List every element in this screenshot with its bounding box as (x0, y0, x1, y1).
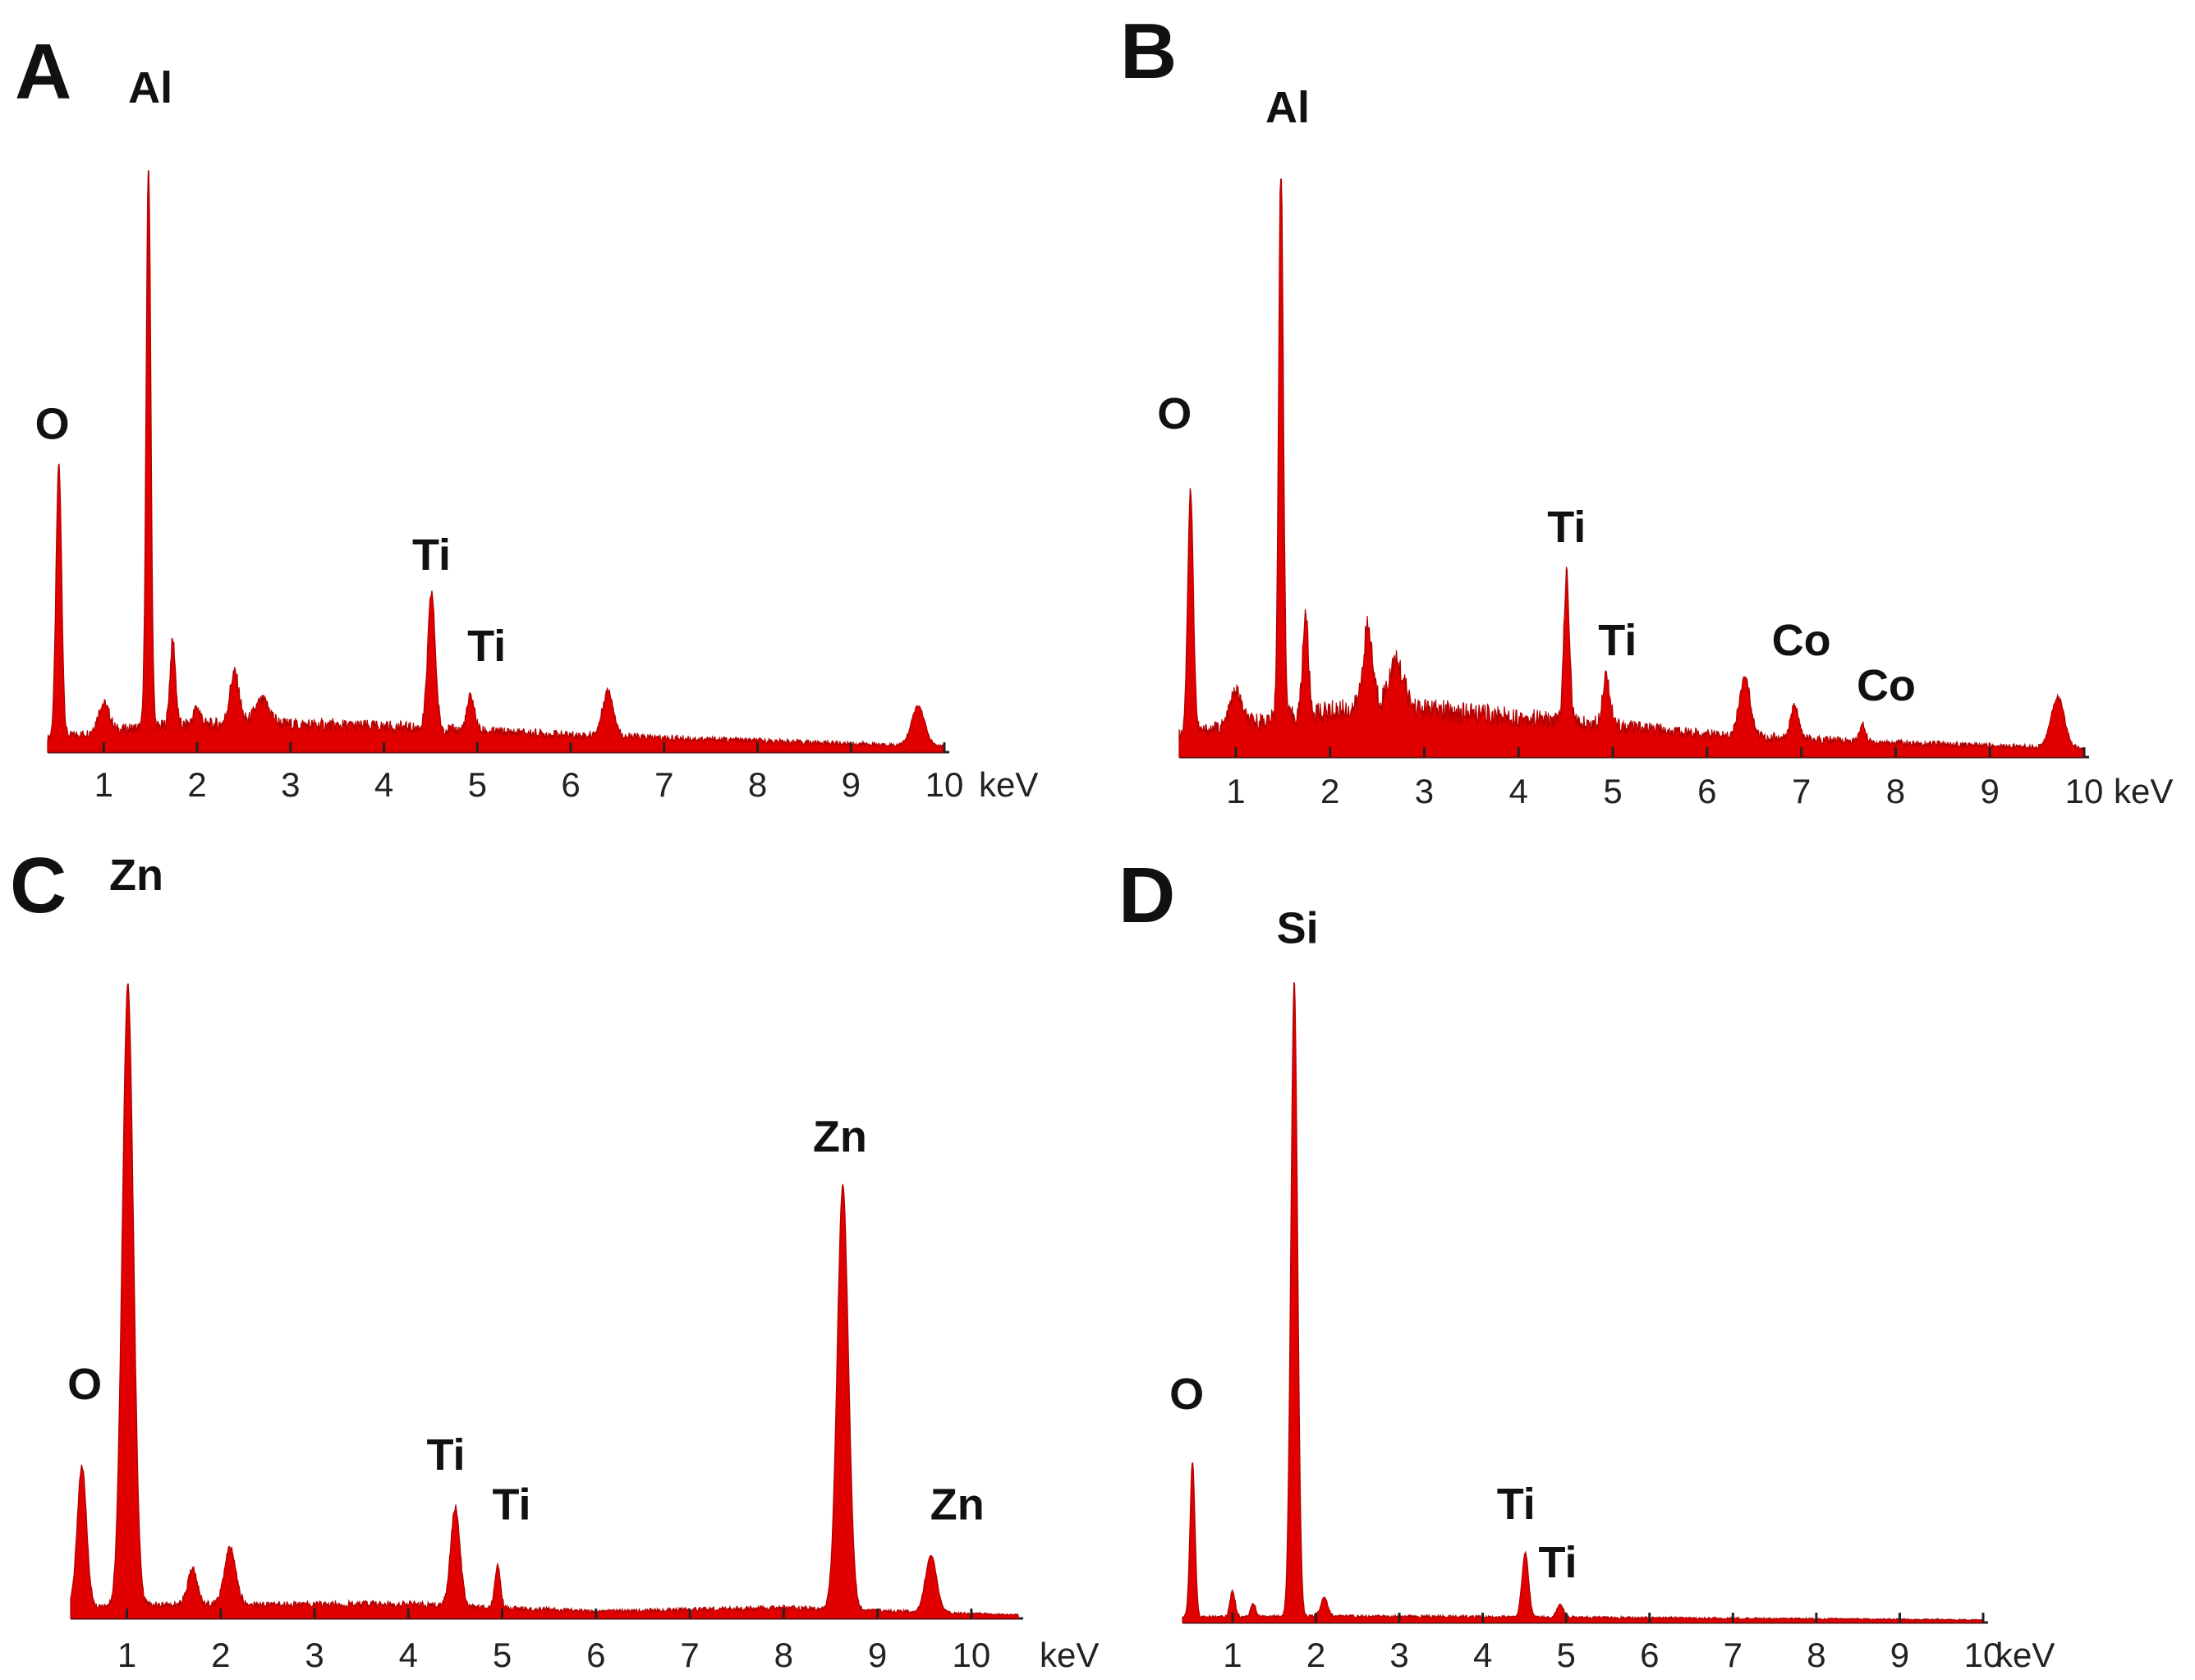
x-tick-label: 6 (586, 1636, 605, 1674)
element-label: Zn (109, 851, 163, 900)
x-tick-label: 6 (561, 765, 580, 804)
element-label: Al (1265, 83, 1310, 132)
element-label: Ti (493, 1480, 531, 1529)
element-label: Zn (813, 1113, 867, 1162)
x-tick-label: 3 (1389, 1636, 1408, 1674)
x-unit-label: keV (1040, 1636, 1099, 1674)
x-unit-label: keV (1995, 1636, 2055, 1674)
element-label: Co (1772, 616, 1831, 665)
x-tick-label: 7 (1724, 1636, 1743, 1674)
x-tick-label: 4 (399, 1636, 418, 1674)
x-tick-label: 9 (1981, 772, 2000, 810)
x-tick-label: 8 (748, 765, 767, 804)
element-label: O (35, 399, 70, 448)
x-tick-label: 1 (1226, 772, 1245, 810)
element-label: Ti (412, 530, 451, 580)
x-tick-label: 6 (1640, 1636, 1659, 1674)
x-tick-label: 10 (925, 765, 964, 804)
x-tick-label: 2 (211, 1636, 230, 1674)
panel-label: C (10, 842, 67, 930)
panel-c: C 1 2 3 4 5 6 7 8 9 10 keV O Zn Ti Ti Zn Zn (0, 840, 1099, 1680)
x-tick-label: 5 (1557, 1636, 1576, 1674)
element-label: Al (128, 63, 172, 112)
x-tick-label: 1 (1223, 1636, 1242, 1674)
x-tick-label: 10 (953, 1636, 991, 1674)
x-tick-label: 8 (774, 1636, 793, 1674)
element-label: Ti (1497, 1480, 1536, 1529)
element-label: Ti (427, 1430, 466, 1480)
x-tick-label: 9 (868, 1636, 887, 1674)
panel-d: D 1 2 3 4 5 6 7 8 9 10 keV O Si Ti Ti (1097, 840, 2195, 1680)
element-label: Ti (1547, 503, 1586, 552)
element-label: O (1169, 1370, 1204, 1419)
panel-a: A 1 2 3 4 5 6 7 8 9 10 keV O Al Ti Ti (0, 0, 1097, 840)
element-label: Ti (1598, 616, 1637, 665)
x-tick-label: 10 (1964, 1636, 2003, 1674)
chart-a: A 1 2 3 4 5 6 7 8 9 10 keV O Al Ti Ti (15, 28, 1038, 804)
spectrum-area (70, 983, 1019, 1619)
spectrum-area (1182, 982, 1984, 1623)
x-tick-label: 9 (1890, 1636, 1909, 1674)
x-unit-label: keV (2114, 772, 2173, 810)
x-unit-label: keV (979, 765, 1038, 804)
x-tick-label: 7 (654, 765, 673, 804)
x-tick-label: 7 (1792, 772, 1811, 810)
element-label: O (67, 1360, 102, 1409)
x-tick-label: 5 (493, 1636, 512, 1674)
element-label: Ti (467, 622, 506, 671)
chart-b: B 1 2 3 4 5 6 7 8 9 10 keV O Al Ti Ti Co Co (1120, 7, 2173, 810)
x-tick-label: 8 (1807, 1636, 1825, 1674)
element-label: Zn (930, 1480, 985, 1529)
x-tick-label: 7 (680, 1636, 699, 1674)
x-tick-label: 10 (2065, 772, 2104, 810)
element-label: O (1157, 389, 1192, 438)
element-label: Ti (1539, 1538, 1577, 1587)
spectrum-area (1178, 178, 2085, 758)
x-tick-label: 5 (1603, 772, 1622, 810)
x-tick-label: 4 (374, 765, 393, 804)
x-tick-label: 9 (842, 765, 861, 804)
element-label: Co (1857, 661, 1916, 710)
x-tick-label: 3 (1415, 772, 1434, 810)
x-tick-label: 8 (1886, 772, 1905, 810)
x-tick-label: 2 (187, 765, 206, 804)
spectrum-area (47, 170, 945, 753)
x-tick-label: 2 (1306, 1636, 1325, 1674)
element-label: Si (1277, 904, 1319, 953)
chart-c: C 1 2 3 4 5 6 7 8 9 10 keV O Zn Ti Ti Zn Zn (10, 842, 1099, 1674)
x-tick-label: 6 (1697, 772, 1716, 810)
x-tick-label: 3 (305, 1636, 324, 1674)
x-tick-label: 4 (1473, 1636, 1492, 1674)
x-tick-label: 4 (1509, 772, 1528, 810)
x-tick-label: 2 (1320, 772, 1339, 810)
x-tick-label: 1 (117, 1636, 136, 1674)
panel-label: A (15, 28, 71, 116)
x-tick-label: 3 (281, 765, 300, 804)
panel-label: B (1120, 7, 1177, 95)
panel-label: D (1118, 851, 1175, 939)
x-tick-label: 5 (468, 765, 487, 804)
x-tick-label: 1 (94, 765, 113, 804)
panel-b: B 1 2 3 4 5 6 7 8 9 10 keV O Al Ti Ti Co Co (1097, 0, 2195, 840)
